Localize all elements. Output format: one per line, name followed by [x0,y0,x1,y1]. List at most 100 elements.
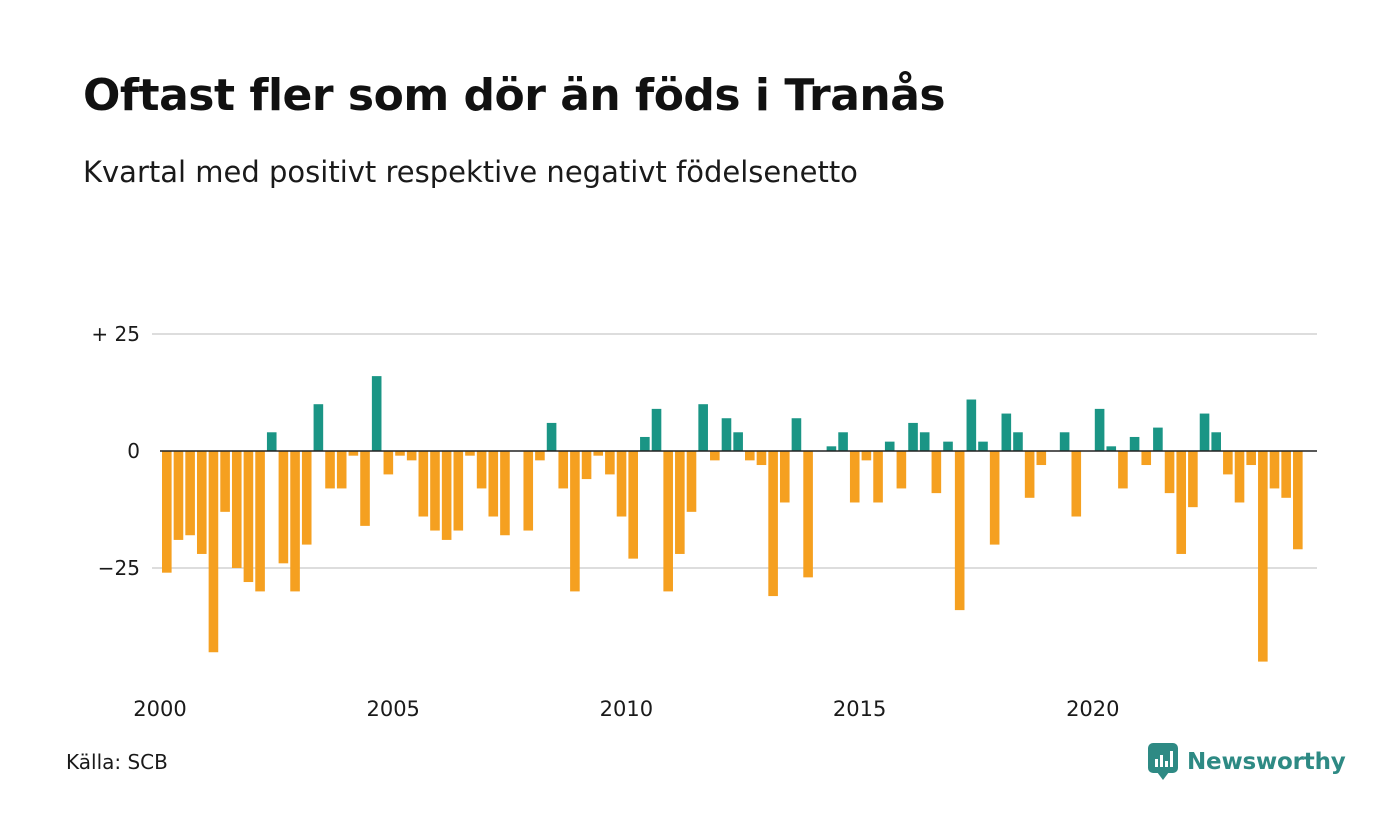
x-axis-ticks: 2000 2005 2010 2015 2020 [133,697,1119,721]
bar [348,451,359,456]
bar [873,451,883,503]
bar [826,446,837,451]
bar [954,451,965,611]
y-tick-label: −25 [98,556,140,580]
bar [931,451,942,494]
bar [593,451,604,456]
bar [581,451,592,480]
bar [243,451,254,583]
bar [500,451,510,536]
newsworthy-logo-icon [1148,743,1178,780]
bar [185,451,195,536]
bar [628,451,638,559]
bar [803,451,813,578]
bar [1176,451,1187,554]
y-tick-label: 0 [127,439,140,463]
bar [371,376,382,451]
bar [360,451,370,526]
x-tick-label: 2020 [1066,697,1119,721]
bar [640,436,650,451]
newsworthy-logo[interactable]: Newsworthy [1148,742,1346,782]
bar [465,451,475,456]
bar [1141,451,1152,466]
bar [651,408,662,451]
bar [1293,451,1303,550]
bar [196,451,207,554]
bar [395,451,405,456]
bar [278,451,289,564]
bar [721,418,732,451]
bar [1211,432,1221,451]
bar [1223,451,1233,475]
bar [1059,432,1070,451]
bar [1118,451,1128,489]
bar [406,451,417,461]
x-tick-label: 2005 [366,697,419,721]
bar [1199,413,1210,451]
bar [1258,451,1268,662]
bar [1024,451,1035,498]
bar [616,451,627,517]
bar [1234,451,1245,503]
source-note: Källa: SCB [66,750,168,774]
bar [558,451,569,489]
brand-name: Newsworthy [1187,749,1346,775]
bar [418,451,429,517]
bar [756,451,767,466]
bar [301,451,312,545]
bar [989,451,1000,545]
bar [453,451,464,531]
bar [266,432,277,451]
bar [779,451,790,503]
bar [1153,427,1163,451]
bar [476,451,487,489]
bar [1129,436,1140,451]
bar [838,432,848,451]
x-tick-label: 2010 [600,697,653,721]
bar [1036,451,1047,466]
bar [290,451,300,592]
bar [908,422,918,451]
bar [325,451,335,489]
bar [710,451,720,461]
bar [605,451,615,475]
x-tick-label: 2000 [133,697,186,721]
bar [313,404,324,451]
bar [1013,432,1023,451]
bar [791,418,802,451]
bar [663,451,673,592]
chart-subtitle: Kvartal med positivt respektive negativt… [83,155,858,189]
bar [162,451,172,573]
bar [861,451,872,461]
bar [255,451,265,592]
bar [1269,451,1280,489]
bar [943,441,953,451]
bar [768,451,778,597]
bar [220,451,230,512]
bar [1071,451,1082,517]
y-tick-label: + 25 [91,322,140,346]
bar [336,451,347,489]
bar [884,441,895,451]
bar [849,451,860,503]
bar [686,451,697,512]
bar [675,451,685,554]
bar [383,451,394,475]
bar [173,451,184,540]
bars [162,376,1303,662]
bar [698,404,708,451]
bar [231,451,242,568]
x-tick-label: 2015 [833,697,886,721]
bar [966,399,977,451]
bar [1094,408,1105,451]
bar [1281,451,1291,498]
bar [488,451,499,517]
bar [430,451,440,531]
bar [1188,451,1198,508]
bar [1106,446,1117,451]
bar [546,422,557,451]
bar [208,451,219,653]
bar [441,451,452,540]
bar [733,432,743,451]
